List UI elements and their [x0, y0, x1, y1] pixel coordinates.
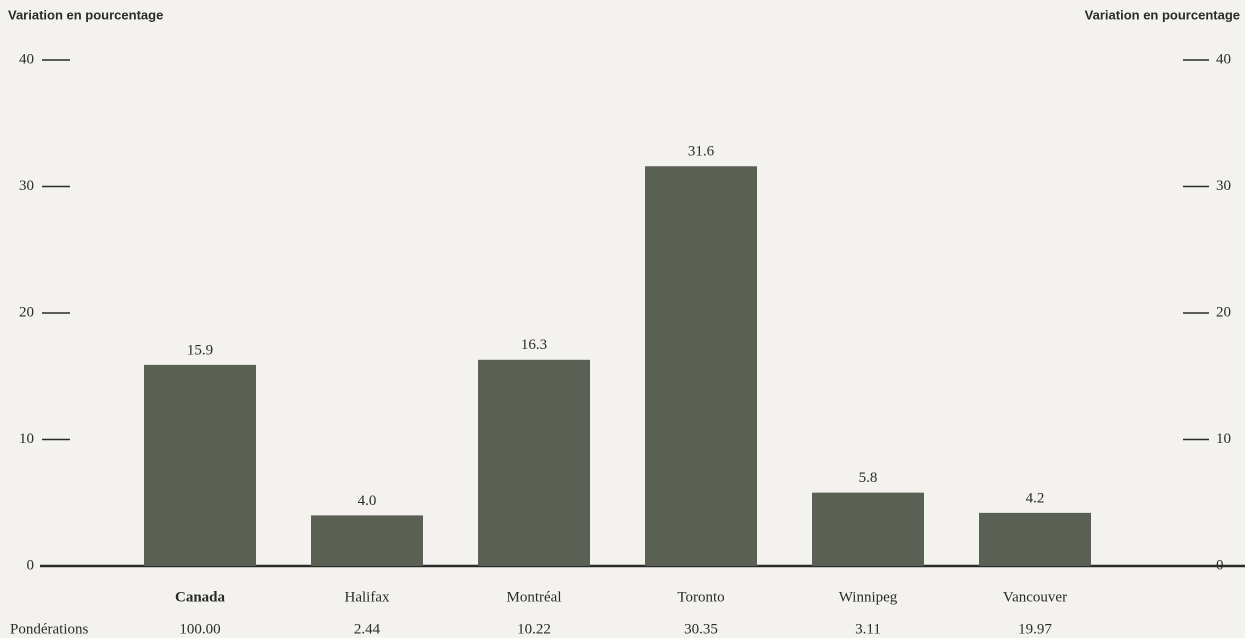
x-tick-label: Halifax [345, 589, 390, 605]
y2-tick-label: 40 [1216, 51, 1231, 67]
y2-axis-title: Variation en pourcentage [1085, 7, 1240, 22]
y-tick-label: 20 [19, 304, 34, 320]
weights-label: Pondérations [10, 621, 88, 637]
bar [311, 515, 423, 566]
weight: 10.22 [517, 621, 551, 637]
y2-tick-label: 20 [1216, 304, 1231, 320]
weight: 30.35 [684, 621, 718, 637]
weight: 2.44 [354, 621, 381, 637]
y2-tick-label: 0 [1216, 557, 1224, 573]
value-label: 16.3 [521, 337, 547, 353]
y-tick-label: 40 [19, 51, 34, 67]
value-label: 31.6 [688, 144, 715, 160]
y-tick-label: 10 [19, 431, 34, 447]
x-tick-label: Montréal [507, 589, 562, 605]
bar [144, 364, 256, 566]
weight: 19.97 [1018, 621, 1052, 637]
value-label: 5.8 [859, 470, 878, 486]
y2-tick-label: 10 [1216, 431, 1231, 447]
bar [812, 492, 924, 566]
y-axis-title: Variation en pourcentage [8, 7, 163, 22]
value-label: 4.2 [1026, 490, 1045, 506]
weight: 100.00 [179, 621, 220, 637]
weight: 3.11 [855, 621, 881, 637]
x-tick-label: Vancouver [1003, 589, 1067, 605]
y-tick-label: 30 [19, 178, 34, 194]
value-label: 4.0 [358, 493, 377, 509]
x-tick-label: Canada [175, 589, 226, 605]
value-label: 15.9 [187, 342, 213, 358]
y-tick-label: 0 [27, 557, 35, 573]
x-tick-label: Toronto [677, 589, 724, 605]
x-tick-label: Winnipeg [839, 589, 898, 605]
bar [645, 166, 757, 566]
y2-tick-label: 30 [1216, 178, 1231, 194]
bar [979, 512, 1091, 566]
bar [478, 359, 590, 566]
